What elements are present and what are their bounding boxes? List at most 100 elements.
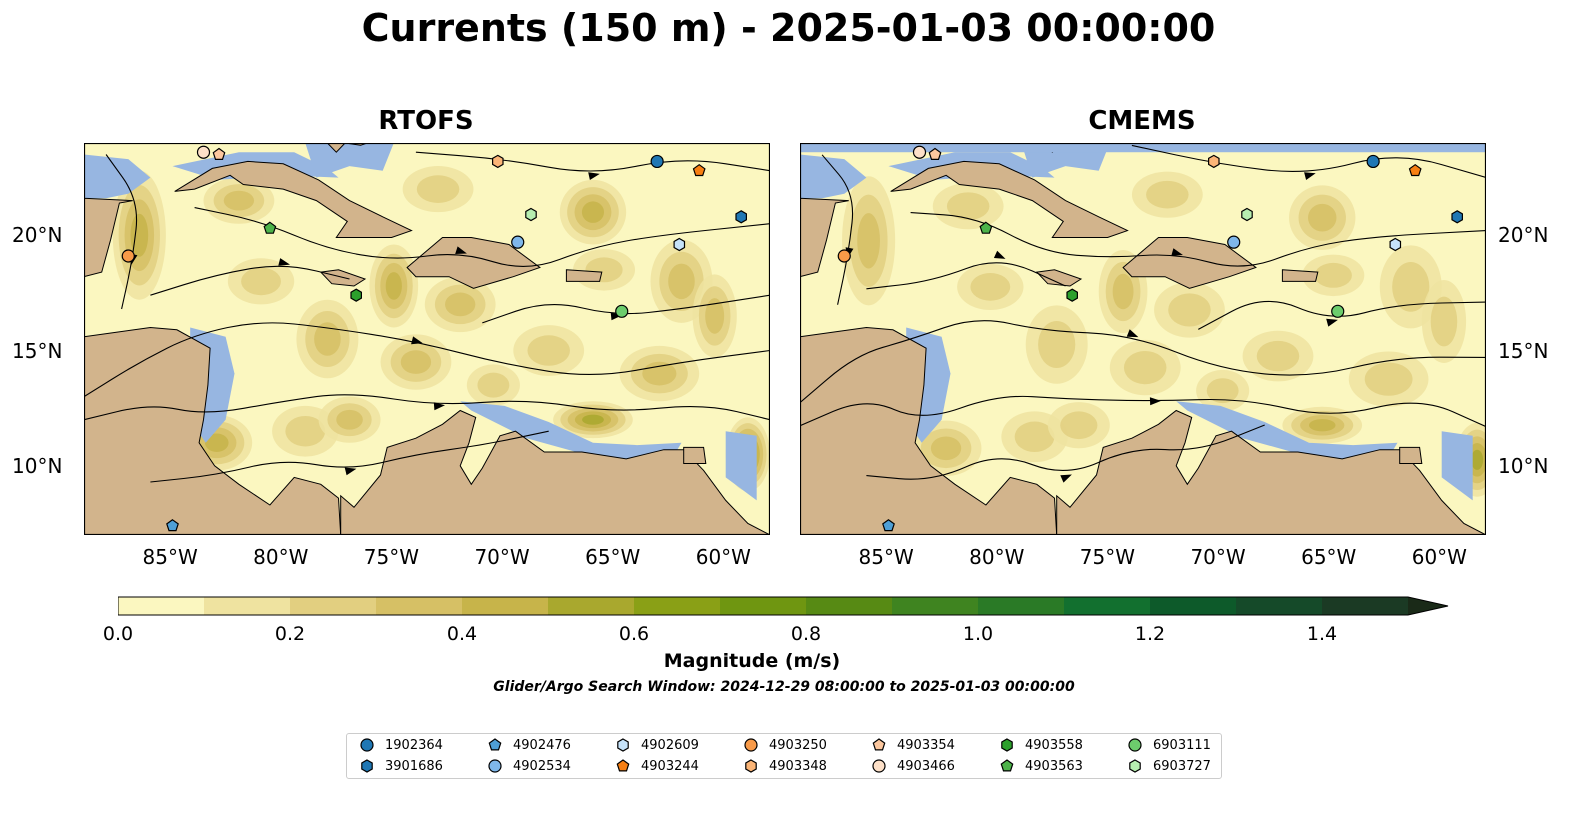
- legend-label: 4902476: [513, 737, 571, 753]
- speed-contour: [1256, 340, 1300, 372]
- legend-item: 4903250: [743, 736, 827, 754]
- legend: 1902364 3901686 4902476 4902534 4902609 49032…: [346, 733, 1222, 779]
- legend-item: 4902534: [487, 757, 571, 775]
- speed-contour: [668, 263, 695, 300]
- colorbar-tick-label: 1.4: [1306, 623, 1338, 645]
- colorbar-tick-label: 0.8: [790, 623, 822, 645]
- speed-contour: [285, 416, 326, 447]
- shallow-water: [1176, 401, 1398, 462]
- map-panel-cmems: [800, 143, 1486, 535]
- float-marker-1902364: [650, 154, 664, 169]
- float-marker-6903111: [615, 304, 629, 318]
- land-puerto-rico: [1281, 269, 1319, 282]
- legend-marker-circle-icon: [488, 759, 502, 773]
- legend-label: 1902364: [385, 737, 443, 753]
- land-central-america: [800, 143, 849, 535]
- streamline-arrow: [1060, 474, 1072, 483]
- lat-tick-label: 10°N: [1498, 453, 1549, 478]
- colorbar-segment: [1236, 597, 1323, 615]
- land-cuba: [890, 160, 1129, 238]
- lat-tick-label: 10°N: [12, 453, 63, 478]
- speed-contour: [1364, 362, 1413, 396]
- legend-item: 6903727: [1127, 757, 1211, 775]
- float-marker-4903354: [212, 147, 226, 160]
- speed-contour: [1168, 293, 1211, 327]
- colorbar-segment: [1064, 597, 1151, 615]
- colorbar-segment: [204, 597, 291, 615]
- shallow-water: [460, 401, 682, 462]
- streamline: [1131, 144, 1486, 179]
- streamline-arrow: [411, 336, 423, 345]
- colorbar-segment: [806, 597, 893, 615]
- speed-contour: [582, 414, 604, 425]
- float-marker-3901686: [1451, 210, 1464, 224]
- speed-contour: [1038, 321, 1076, 369]
- legend-marker-circle-icon: [360, 738, 374, 752]
- float-marker-4902476: [166, 519, 179, 532]
- streamline: [415, 151, 770, 172]
- speed-contour: [1146, 180, 1189, 209]
- lon-tick-label: 70°W: [1190, 545, 1246, 569]
- float-marker-4903558: [1066, 288, 1078, 302]
- streamline: [800, 320, 1486, 404]
- lon-tick-label: 60°W: [695, 545, 751, 569]
- float-marker-6903111: [1331, 304, 1345, 318]
- float-marker-4902476: [882, 519, 895, 532]
- streamline: [150, 265, 350, 296]
- legend-marker-pentagon-icon: [872, 738, 886, 751]
- legend-label: 3901686: [385, 758, 443, 774]
- lon-tick-label: 85°W: [858, 545, 914, 569]
- speed-contour: [1112, 273, 1134, 310]
- speed-contour: [970, 273, 1011, 301]
- land-hispaniola: [1122, 237, 1257, 289]
- legend-label: 4903466: [897, 758, 955, 774]
- lon-tick-label: 75°W: [1079, 545, 1136, 569]
- lon-tick-label: 75°W: [363, 545, 420, 569]
- float-marker-4903563: [263, 221, 277, 234]
- colorbar-segment: [720, 597, 807, 615]
- float-marker-4903250: [121, 249, 135, 263]
- lon-tick-label: 60°W: [1411, 545, 1467, 569]
- streamline: [910, 212, 1486, 267]
- speed-contour: [1314, 262, 1352, 288]
- float-marker-4902534: [511, 235, 525, 249]
- float-marker-4903250: [837, 249, 851, 263]
- legend-label: 4902534: [513, 758, 571, 774]
- shallow-water: [725, 431, 757, 501]
- lat-tick-label: 20°N: [12, 223, 63, 248]
- streamline-arrow: [433, 402, 445, 411]
- search-window-text: Glider/Argo Search Window: 2024-12-29 08…: [493, 679, 1075, 695]
- speed-contour: [930, 436, 962, 461]
- colorbar-segment: [634, 597, 721, 615]
- legend-item: 4903354: [871, 736, 955, 754]
- speed-contour: [527, 335, 570, 366]
- streamline-arrow: [588, 172, 600, 180]
- legend-marker-hexagon-icon: [745, 759, 757, 773]
- panel-title-rtofs: RTOFS: [378, 106, 474, 136]
- legend-marker-hexagon-icon: [617, 738, 629, 752]
- float-marker-1902364: [1366, 154, 1380, 169]
- speed-contour: [1430, 296, 1458, 347]
- speed-contour: [1206, 378, 1239, 404]
- land-bahamas-a: [326, 143, 368, 153]
- legend-marker-hexagon-icon: [1001, 738, 1013, 752]
- colorbar-label: Magnitude (m/s): [663, 650, 841, 672]
- legend-label: 6903111: [1153, 737, 1211, 753]
- legend-label: 4903250: [769, 737, 827, 753]
- streamline: [84, 322, 770, 398]
- colorbar-extend-arrow: [1408, 597, 1448, 615]
- float-marker-4903244: [1408, 163, 1422, 177]
- speed-contour: [1060, 411, 1098, 440]
- legend-marker-pentagon-icon: [616, 759, 630, 772]
- land-cuba: [174, 160, 413, 238]
- streamline-arrow: [1126, 329, 1139, 338]
- legend-item: 4902609: [615, 736, 699, 754]
- float-marker-4903348: [492, 154, 504, 169]
- speed-contour: [241, 267, 281, 296]
- legend-marker-circle-icon: [1128, 738, 1142, 752]
- streamline: [150, 430, 549, 483]
- colorbar-tick-label: 0.0: [102, 623, 134, 645]
- speed-contour: [1392, 261, 1430, 312]
- speed-contour: [385, 272, 402, 300]
- colorbar-segment: [978, 597, 1065, 615]
